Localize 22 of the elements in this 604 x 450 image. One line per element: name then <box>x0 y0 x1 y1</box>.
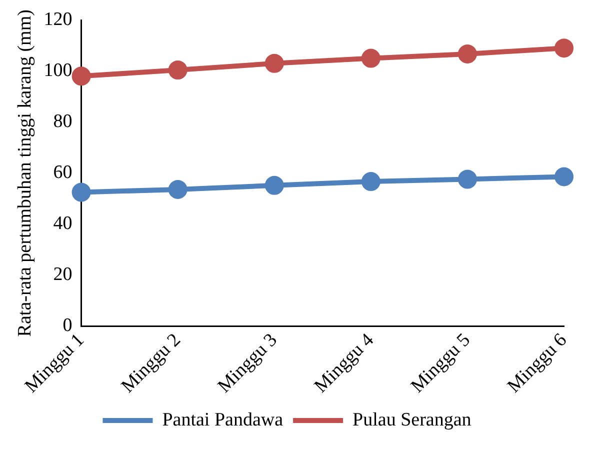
y-tick-label: 0 <box>62 315 72 336</box>
point <box>361 172 380 192</box>
y-tick-label: 100 <box>44 60 72 82</box>
point <box>458 170 477 189</box>
y-tick-label: 120 <box>44 8 72 30</box>
point <box>264 176 284 195</box>
point <box>554 38 574 58</box>
point <box>168 60 188 80</box>
point <box>458 44 477 64</box>
point <box>361 48 380 68</box>
point <box>554 167 574 186</box>
y-tick-label: 80 <box>53 111 72 132</box>
point <box>168 180 188 199</box>
y-tick-label: 60 <box>53 162 72 184</box>
legend-label: Pulau Serangan <box>352 409 472 430</box>
point <box>72 66 91 86</box>
point <box>72 182 91 202</box>
y-axis-title: Rata-rata pertumbuhan tinggi karang (mm) <box>14 10 36 337</box>
y-tick-label: 20 <box>53 264 72 286</box>
y-tick-label: 40 <box>53 213 72 234</box>
legend-label: Pantai Pandawa <box>162 409 284 430</box>
point <box>264 54 284 73</box>
